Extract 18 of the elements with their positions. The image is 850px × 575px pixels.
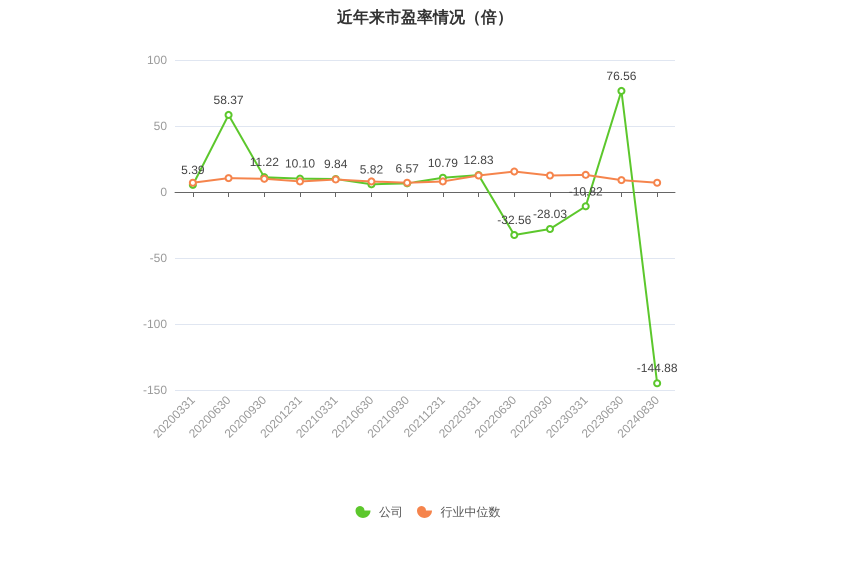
y-tick-label: 100 [146,53,168,67]
data-label: 10.10 [284,156,316,171]
data-label: 58.37 [214,92,244,107]
data-label: 12.83 [464,153,494,168]
y-tick-label: -100 [142,317,168,331]
legend-label: 公司 [379,505,403,519]
data-label: 10.79 [428,156,458,170]
y-tick-label: 0 [160,185,168,199]
data-label: -28.03 [532,207,568,221]
data-label: 6.57 [395,161,420,176]
data-label: 5.82 [360,162,384,176]
data-label: 76.56 [606,68,637,83]
chart-title: 近年来市盈率情况（倍） [336,8,513,26]
y-tick-label: 50 [154,119,168,133]
data-label: 9.84 [324,157,348,172]
y-tick-label: -150 [142,383,168,397]
y-tick-label: -50 [150,251,168,265]
legend-label: 行业中位数 [440,505,500,519]
